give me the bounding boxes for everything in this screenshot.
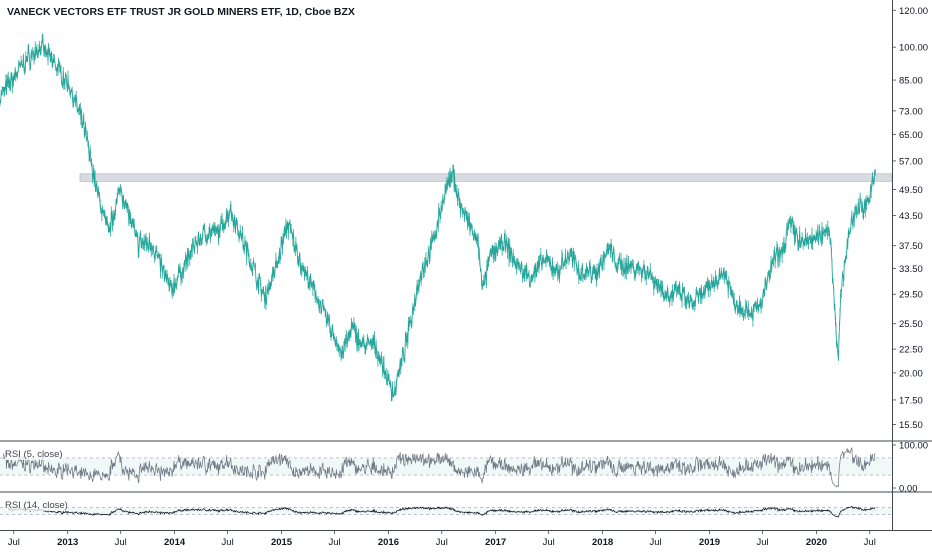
x-tick-label: 2015 <box>271 537 293 548</box>
y-tick-label: 65.00 <box>899 130 923 141</box>
x-tick-label: Jul <box>328 537 340 548</box>
y-tick-label: 85.00 <box>899 76 923 87</box>
x-tick-label: Jul <box>650 537 662 548</box>
rsi5-line <box>2 447 876 488</box>
chart-title: VANECK VECTORS ETF TRUST JR GOLD MINERS … <box>7 6 355 18</box>
x-tick-label: 2019 <box>699 537 720 548</box>
x-tick-label: 2020 <box>806 537 827 548</box>
resistance-band <box>79 173 893 182</box>
y-tick-label: 57.00 <box>899 156 923 167</box>
y-tick-label: 37.50 <box>899 241 923 252</box>
rsi14-band <box>0 507 892 515</box>
y-tick-label: 33.50 <box>899 264 923 275</box>
x-tick-label: Jul <box>8 537 20 548</box>
x-tick-label: Jul <box>436 537 448 548</box>
x-tick-label: Jul <box>543 537 555 548</box>
x-tick-label: Jul <box>115 537 127 548</box>
x-tick-label: 2017 <box>485 537 506 548</box>
y-tick-label: 49.50 <box>899 185 923 196</box>
y-tick-label: 22.50 <box>899 345 923 356</box>
rsi-tick-label: 100.00 <box>899 441 928 452</box>
x-tick-label: 2018 <box>592 537 613 548</box>
y-tick-label: 29.50 <box>899 290 923 301</box>
rsi5-label: RSI (5, close) <box>5 449 63 460</box>
rsi14-line <box>7 505 876 518</box>
y-tick-label: 25.50 <box>899 319 923 330</box>
rsi14-label: RSI (14, close) <box>5 500 68 511</box>
x-tick-label: 2014 <box>164 537 186 548</box>
y-tick-label: 73.00 <box>899 106 923 117</box>
x-tick-label: 2016 <box>378 537 399 548</box>
y-tick-label: 17.50 <box>899 395 923 406</box>
y-tick-label: 120.00 <box>899 6 928 17</box>
y-tick-label: 100.00 <box>899 43 928 54</box>
y-tick-label: 20.00 <box>899 368 923 379</box>
price-series-line <box>0 38 876 400</box>
y-tick-label: 15.50 <box>899 420 923 431</box>
y-tick-label: 43.50 <box>899 211 923 222</box>
x-tick-label: Jul <box>864 537 876 548</box>
rsi-tick-label: 0.00 <box>899 484 918 495</box>
x-tick-label: Jul <box>222 537 234 548</box>
price-series-bars <box>0 33 876 402</box>
x-tick-label: 2013 <box>57 537 78 548</box>
x-tick-label: Jul <box>756 537 768 548</box>
